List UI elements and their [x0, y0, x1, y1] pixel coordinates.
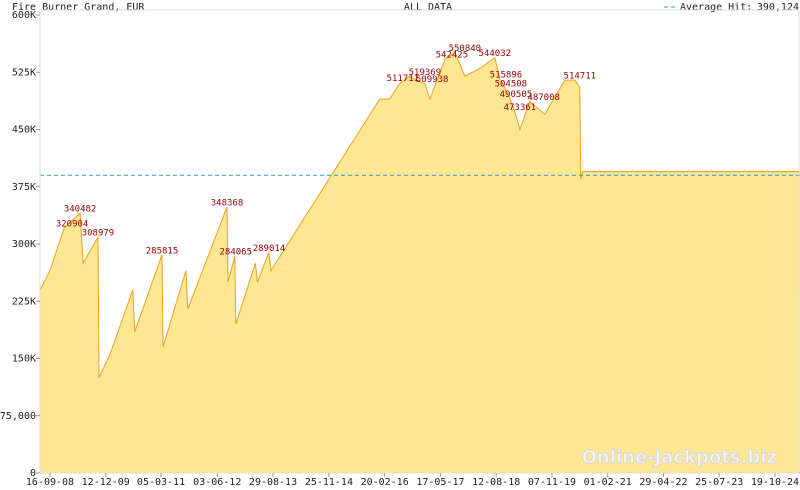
- y-tick-label: 525K: [12, 67, 36, 78]
- x-tick-label: 17-05-17: [416, 477, 464, 488]
- annotation: 509938: [416, 75, 449, 85]
- x-tick-label: 29-04-22: [639, 477, 687, 488]
- x-tick-label: 12-08-18: [472, 477, 520, 488]
- y-tick-label: 375K: [12, 182, 36, 193]
- annotation: 544032: [479, 49, 512, 59]
- area-line: [39, 51, 800, 378]
- x-tick-label: 16-09-08: [26, 477, 74, 488]
- x-tick-label: 03-06-12: [193, 477, 241, 488]
- watermark: Online-Jackpots.biz: [582, 447, 777, 468]
- x-tick-label: 25-11-14: [305, 477, 353, 488]
- x-tick-label: 29-08-13: [249, 477, 297, 488]
- y-tick-label: 225K: [12, 296, 36, 307]
- area-fill: [40, 52, 800, 473]
- annotation: 285815: [146, 246, 179, 256]
- chart-subtitle: ALL DATA: [404, 2, 452, 13]
- x-tick-label: 19-10-24: [751, 477, 799, 488]
- x-tick-label: 07-11-19: [528, 477, 576, 488]
- x-tick-label: 20-02-16: [361, 477, 409, 488]
- annotation: 514711: [564, 72, 597, 82]
- x-tick-label: 12-12-09: [82, 477, 130, 488]
- annotation: 519369: [409, 68, 442, 78]
- annotation: 487008: [527, 93, 560, 103]
- x-tick-label: 25-07-23: [695, 477, 743, 488]
- annotation: 348368: [211, 199, 244, 209]
- legend-value: 390,124: [757, 2, 799, 13]
- chart-title: Fire Burner Grand, EUR: [12, 2, 145, 13]
- y-tick-label: 300K: [12, 239, 36, 250]
- annotation: 289014: [253, 244, 286, 254]
- x-tick-label: 01-02-21: [584, 477, 632, 488]
- y-tick-label: 450K: [12, 125, 36, 136]
- plot-frame: [39, 9, 800, 474]
- annotation: 515896: [490, 71, 523, 81]
- annotation: 320904: [56, 220, 89, 230]
- y-tick-label: 150K: [12, 354, 36, 365]
- annotation: 550840: [449, 44, 482, 54]
- y-tick-label: 600K: [12, 10, 36, 21]
- annotation: 284065: [220, 248, 253, 258]
- x-tick-label: 05-03-11: [137, 477, 185, 488]
- y-tick-label: 75,000: [0, 411, 36, 422]
- legend-label: Average Hit:: [680, 2, 752, 13]
- annotation: 504508: [495, 79, 528, 89]
- annotation: 511711: [387, 74, 420, 84]
- annotation: 473361: [504, 103, 537, 113]
- annotation: 340482: [64, 205, 97, 215]
- y-tick-label: 0: [30, 468, 36, 479]
- annotation: 490505: [500, 90, 533, 100]
- annotation: 542425: [436, 50, 469, 60]
- annotation: 308979: [82, 229, 115, 239]
